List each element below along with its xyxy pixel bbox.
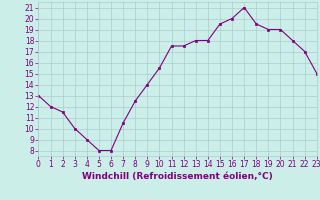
X-axis label: Windchill (Refroidissement éolien,°C): Windchill (Refroidissement éolien,°C) bbox=[82, 172, 273, 181]
